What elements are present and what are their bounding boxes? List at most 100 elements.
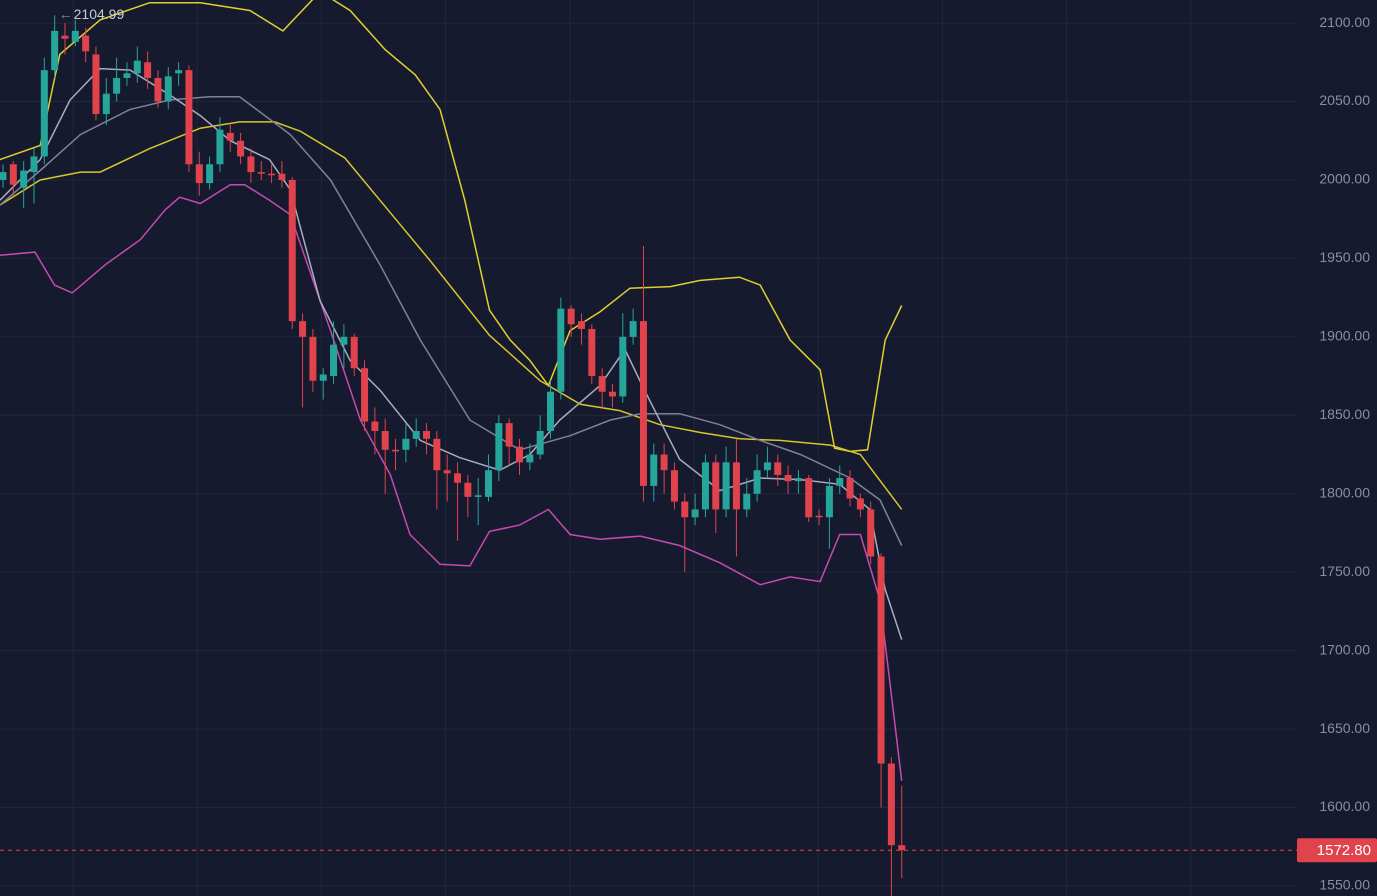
y-tick-label: 1650.00 (1319, 720, 1370, 736)
y-tick-label: 1850.00 (1319, 406, 1370, 422)
y-tick-label: 2100.00 (1319, 14, 1370, 30)
candle-body (505, 423, 513, 447)
candle-body (61, 35, 69, 39)
candle-body (144, 62, 152, 78)
y-tick-label: 1800.00 (1319, 484, 1370, 500)
y-tick-label: 1600.00 (1319, 798, 1370, 814)
candle-body (898, 845, 906, 851)
candle-body (732, 462, 740, 510)
candle-body (660, 454, 668, 471)
candle-body (340, 336, 348, 345)
candle-body (516, 446, 523, 463)
candle-body (712, 462, 720, 510)
candle-body (278, 173, 286, 180)
candle-body (722, 462, 730, 510)
candle-body (123, 73, 131, 78)
candle-body (670, 470, 678, 502)
candle-body (877, 556, 885, 764)
candle-body (681, 501, 689, 518)
candle-body (433, 438, 441, 471)
candle-body (247, 156, 255, 173)
candle-body (0, 172, 7, 180)
candle-body (40, 70, 48, 157)
indicator-line (0, 183, 903, 781)
candle-body (526, 454, 534, 463)
candle-body (361, 368, 369, 422)
last-price-box (1297, 838, 1377, 863)
candle-body (794, 478, 802, 482)
y-tick-label: 2050.00 (1319, 92, 1370, 108)
candle-body (319, 374, 327, 381)
candle-body (113, 77, 121, 94)
y-tick-label: 1950.00 (1319, 249, 1370, 265)
candle-body (226, 132, 234, 141)
candle-body (257, 172, 265, 174)
candle-body (464, 482, 472, 497)
candle-body (299, 321, 307, 337)
candle-body (371, 421, 379, 431)
candle-body (9, 164, 17, 185)
candle-body (51, 30, 59, 71)
candle-body (485, 470, 493, 497)
candle-body (784, 474, 792, 482)
y-tick-label: 1750.00 (1319, 563, 1370, 579)
candle-body (546, 391, 554, 431)
indicator-line (0, 121, 903, 510)
candle-body (423, 430, 431, 439)
candle-body (474, 495, 482, 497)
candle-body (288, 179, 296, 322)
candle-body (753, 470, 761, 494)
candle-body (805, 478, 813, 518)
candle-body (629, 321, 637, 337)
candle-body (412, 430, 420, 439)
candle-body (567, 308, 575, 325)
candle-body (350, 336, 358, 369)
candle-body (443, 470, 451, 474)
y-tick-label: 2000.00 (1319, 171, 1370, 187)
candle-body (309, 336, 317, 381)
indicator-line (0, 0, 903, 453)
candle-body (577, 321, 585, 329)
y-tick-label: 1550.00 (1319, 877, 1370, 893)
candle-body (608, 391, 616, 397)
candle-body (237, 140, 245, 157)
candle-body (185, 70, 193, 165)
candle-body (691, 509, 699, 518)
indicator-line (0, 96, 903, 546)
y-tick-label: 1900.00 (1319, 328, 1370, 344)
y-tick-label: 1700.00 (1319, 641, 1370, 657)
candle-body (774, 462, 782, 475)
candle-body (195, 164, 203, 184)
candle-body (887, 763, 895, 846)
candle-body (154, 77, 162, 102)
candle-body (20, 170, 28, 188)
candle-body (763, 462, 771, 471)
candle-body (743, 493, 751, 510)
candle-body (164, 76, 172, 102)
candle-body (92, 54, 100, 115)
candle-body (588, 328, 596, 377)
candle-body (598, 376, 606, 392)
candle-body (71, 30, 79, 42)
candle-body (867, 509, 875, 557)
candle-body (454, 473, 462, 483)
candle-body (650, 454, 658, 486)
candle-body (268, 173, 276, 176)
candle-body (381, 430, 389, 450)
high-marker-label: 2104.99 (74, 6, 125, 22)
candle-body (330, 344, 338, 377)
candle-body (175, 70, 183, 74)
candle-body (216, 129, 224, 165)
candle-body (206, 164, 214, 184)
candle-body (619, 336, 627, 397)
candle-body (82, 35, 90, 52)
candle-body (402, 438, 410, 450)
candle-body (846, 478, 854, 499)
candle-body (856, 498, 864, 510)
candle-body (639, 321, 647, 486)
candle-body (133, 60, 141, 74)
last-price-label: 1572.80 (1317, 842, 1371, 859)
